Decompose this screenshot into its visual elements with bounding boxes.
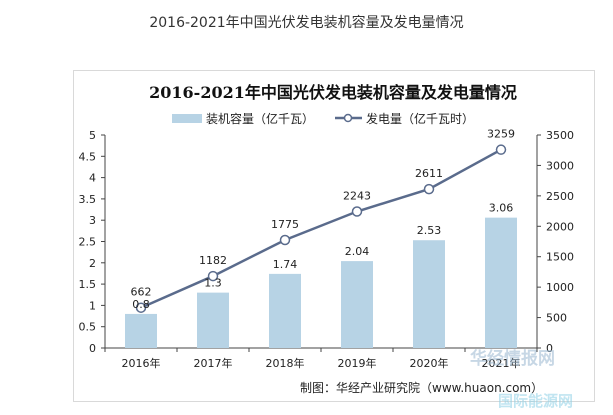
left-tick-label: 1 (89, 299, 96, 312)
axes: 00.511.522.533.544.550500100015002000250… (79, 129, 575, 370)
right-tick-label: 1000 (546, 281, 574, 294)
x-tick-label: 2020年 (410, 356, 449, 370)
watermark-line1: 华经情报网 (470, 348, 555, 369)
line-value-label: 662 (131, 286, 152, 299)
bar-value-label: 2.04 (345, 245, 370, 258)
right-tick-label: 0 (546, 342, 553, 355)
line-value-label: 1182 (199, 254, 227, 267)
bar (269, 273, 301, 348)
left-tick-label: 1.5 (79, 278, 97, 291)
left-tick-label: 5 (89, 129, 96, 142)
line-value-label: 1775 (271, 218, 299, 231)
bars (125, 217, 517, 348)
bar-value-label: 1.3 (204, 277, 222, 290)
watermark-line2: 国际能源网 (498, 392, 573, 410)
line-point (207, 270, 219, 282)
page-caption: 2016-2021年中国光伏发电装机容量及发电量情况 (149, 15, 464, 31)
line-point (423, 183, 435, 195)
legend-bar-label: 装机容量（亿千瓦） (206, 111, 314, 126)
bar (413, 240, 445, 348)
bar (485, 217, 517, 348)
left-tick-label: 3 (89, 214, 96, 227)
line-value-label: 2243 (343, 189, 371, 202)
right-tick-label: 500 (546, 312, 567, 325)
legend-bar-swatch (172, 114, 202, 123)
source-credit: 制图：华经产业研究院（www.huaon.com） (300, 380, 543, 395)
left-tick-label: 3.5 (79, 193, 97, 206)
line-series (135, 144, 507, 313)
bar-value-label: 2.53 (417, 224, 442, 237)
legend: 装机容量（亿千瓦） 发电量（亿千瓦时） (172, 111, 474, 126)
line-point (135, 302, 147, 313)
right-tick-label: 2500 (546, 190, 574, 203)
bar (125, 313, 157, 348)
right-tick-label: 3500 (546, 129, 574, 142)
line-point (279, 234, 291, 246)
bar-value-label: 0.8 (132, 298, 150, 311)
legend-line-marker (343, 113, 353, 123)
right-tick-label: 2000 (546, 220, 574, 233)
bar (197, 292, 229, 348)
line-value-label: 3259 (487, 128, 515, 141)
left-tick-label: 2 (89, 257, 96, 270)
right-tick-label: 3000 (546, 159, 574, 172)
x-tick-label: 2016年 (122, 356, 161, 370)
legend-line-label: 发电量（亿千瓦时） (366, 111, 474, 126)
watermark: 华经情报网 国际能源网 (470, 348, 573, 410)
line-point (351, 206, 363, 217)
left-tick-label: 0 (89, 342, 96, 355)
left-tick-label: 4 (89, 172, 96, 185)
line-point (495, 144, 507, 155)
line-path (140, 148, 502, 309)
x-tick-label: 2017年 (194, 356, 233, 370)
x-tick-label: 2019年 (338, 356, 377, 370)
left-tick-label: 2.5 (79, 236, 97, 249)
data-labels: 0.8 1.3 1.74 2.04 2.53 3.06 662 1182 1775 2243 261… (131, 128, 516, 311)
x-tick-label: 2018年 (266, 356, 305, 370)
x-tick-label: 2021年 (482, 356, 521, 370)
bar (341, 261, 373, 348)
left-tick-label: 0.5 (79, 321, 97, 334)
chart-title: 2016-2021年中国光伏发电装机容量及发电量情况 (149, 83, 517, 102)
left-tick-label: 4.5 (79, 150, 97, 163)
bar-value-label: 3.06 (489, 202, 514, 215)
right-tick-label: 1500 (546, 251, 574, 264)
line-value-label: 2611 (415, 167, 443, 180)
bar-value-label: 1.74 (273, 258, 298, 271)
